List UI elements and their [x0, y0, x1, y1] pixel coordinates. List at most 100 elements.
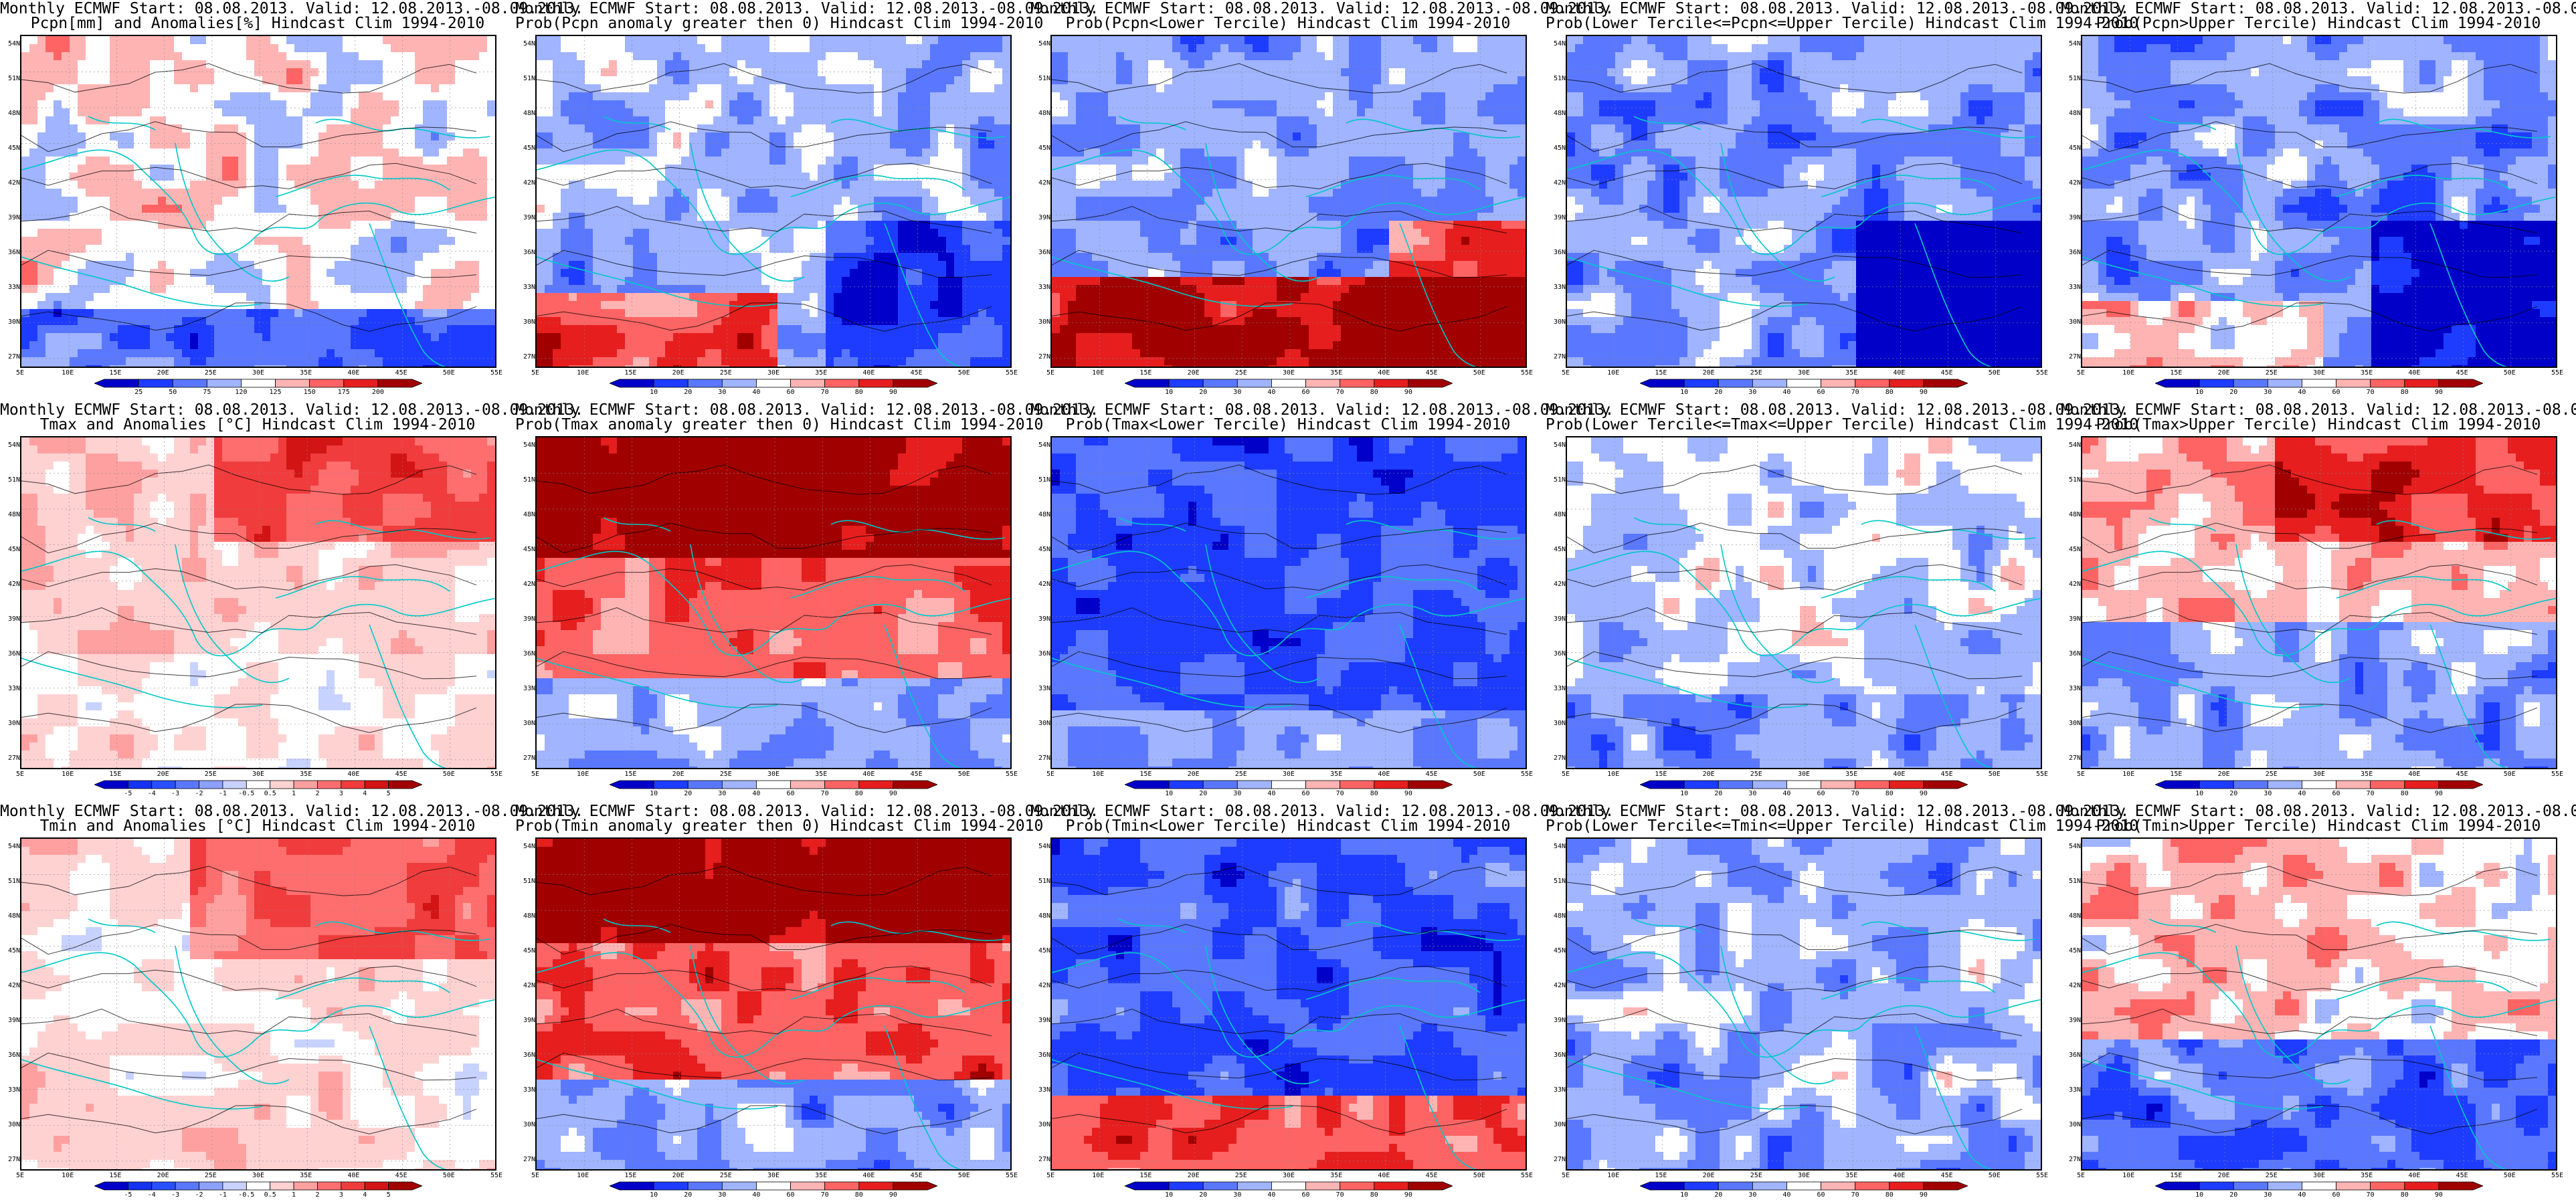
field-cell	[1002, 157, 1010, 165]
field-cell	[294, 365, 303, 367]
field-cell	[182, 253, 191, 262]
field-cell	[633, 261, 642, 270]
field-cell	[383, 84, 391, 93]
field-cell	[810, 189, 818, 197]
field-cell	[842, 197, 850, 205]
field-cell	[794, 108, 802, 117]
field-cell	[214, 277, 223, 286]
field-cell	[794, 92, 802, 101]
field-cell	[495, 92, 496, 101]
field-cell	[182, 84, 191, 93]
field-cell	[689, 36, 698, 45]
field-cell	[230, 124, 239, 133]
field-cell	[70, 197, 78, 205]
field-cell	[922, 84, 931, 93]
field-cell	[777, 205, 786, 213]
field-cell	[625, 108, 634, 117]
field-cell	[407, 357, 416, 366]
field-cell	[978, 148, 987, 157]
field-cell	[37, 325, 46, 334]
field-cell	[794, 84, 802, 93]
field-cell	[657, 349, 666, 358]
field-cell	[383, 213, 391, 221]
field-cell	[898, 116, 907, 125]
field-cell	[238, 253, 247, 262]
field-cell	[978, 132, 987, 141]
field-cell	[62, 165, 70, 173]
field-cell	[537, 44, 545, 53]
field-cell	[21, 92, 30, 101]
field-cell	[745, 165, 754, 173]
field-cell	[962, 293, 971, 302]
field-cell	[986, 116, 995, 125]
field-cell	[479, 173, 488, 181]
field-cell	[54, 76, 62, 85]
field-cell	[946, 68, 955, 77]
field-cell	[906, 140, 915, 149]
field-cell	[938, 100, 947, 109]
field-cell	[126, 213, 134, 221]
field-cell	[70, 116, 78, 125]
field-cell	[367, 213, 375, 221]
field-cell	[86, 301, 94, 310]
field-cell	[447, 197, 456, 205]
field-cell	[407, 157, 416, 165]
field-cell	[150, 52, 159, 61]
field-cell	[455, 341, 464, 350]
field-cell	[198, 309, 207, 318]
field-cell	[986, 349, 995, 358]
field-cell	[367, 261, 375, 270]
field-cell	[399, 52, 407, 61]
field-cell	[166, 100, 175, 109]
field-cell	[657, 317, 666, 326]
field-cell	[238, 357, 247, 366]
field-cell	[858, 132, 866, 141]
field-cell	[705, 261, 714, 270]
field-cell	[553, 60, 561, 69]
field-cell	[681, 213, 690, 221]
field-cell	[994, 68, 1003, 77]
field-cell	[54, 84, 62, 93]
field-cell	[858, 36, 866, 45]
field-cell	[753, 124, 762, 133]
field-cell	[214, 84, 223, 93]
field-cell	[649, 333, 658, 342]
field-cell	[455, 301, 464, 310]
field-cell	[1010, 124, 1012, 133]
field-cell	[21, 357, 30, 366]
field-cell	[407, 341, 416, 350]
field-cell	[858, 181, 866, 189]
field-cell	[479, 237, 488, 245]
field-cell	[962, 341, 971, 350]
field-cell	[286, 261, 295, 270]
field-cell	[423, 44, 432, 53]
field-cell	[206, 76, 215, 85]
field-cell	[1002, 253, 1010, 262]
field-cell	[343, 68, 351, 77]
field-cell	[278, 349, 287, 358]
field-cell	[375, 317, 383, 326]
field-cell	[214, 52, 223, 61]
field-cell	[431, 365, 440, 367]
field-cell	[383, 349, 391, 358]
field-cell	[62, 261, 70, 270]
field-cell	[86, 52, 94, 61]
field-cell	[617, 309, 626, 318]
field-cell	[415, 36, 424, 45]
field-cell	[834, 301, 842, 310]
field-cell	[537, 181, 545, 189]
field-cell	[206, 349, 215, 358]
field-cell	[786, 333, 794, 342]
field-cell	[238, 157, 247, 165]
field-cell	[158, 124, 167, 133]
field-cell	[753, 100, 762, 109]
field-cell	[954, 253, 963, 262]
field-cell	[753, 140, 762, 149]
field-cell	[914, 245, 923, 254]
field-cell	[471, 245, 480, 254]
field-cell	[270, 173, 279, 181]
field-cell	[359, 237, 367, 245]
field-cell	[649, 317, 658, 326]
field-cell	[553, 92, 561, 101]
field-cell	[286, 52, 295, 61]
